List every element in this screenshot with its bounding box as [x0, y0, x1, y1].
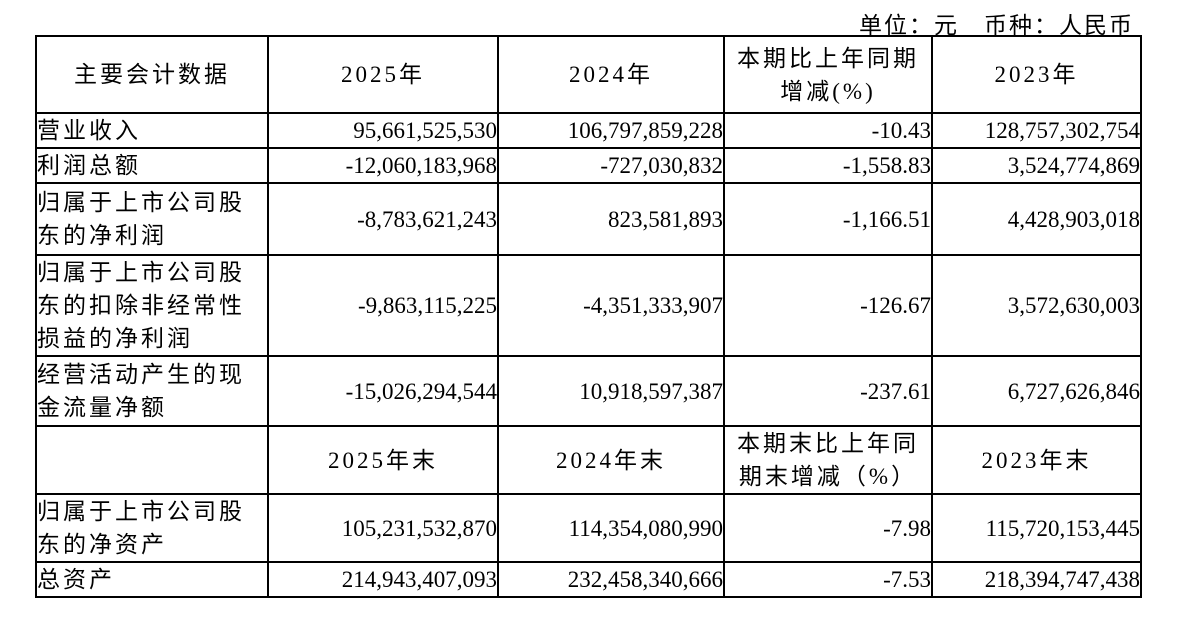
cell-end-2024-value: 232,458,340,666 — [497, 561, 725, 598]
header-yoy-change-pct: 本期比上年同期 增减(%) — [723, 35, 933, 114]
header-end-change-pct: 本期末比上年同 期末增减（%） — [723, 425, 933, 495]
header-year-2024: 2024年 — [497, 35, 725, 114]
cell-end-2023-value: 115,720,153,445 — [931, 493, 1142, 563]
row-label: 总资产 — [35, 561, 269, 598]
cell-2025-value: -15,026,294,544 — [267, 355, 499, 427]
row-label: 归属于上市公司股 东的净利润 — [35, 182, 269, 256]
cell-end-2025-value: 214,943,407,093 — [267, 561, 499, 598]
cell-2023-value: 128,757,302,754 — [931, 112, 1142, 149]
row-total-profit: 利润总额 -12,060,183,968 -727,030,832 -1,558… — [35, 147, 1142, 184]
key-accounting-data-table: 主要会计数据 2025年 2024年 本期比上年同期 增减(%) 2023年 营… — [35, 35, 1142, 598]
cell-2024-value: 10,918,597,387 — [497, 355, 725, 427]
cell-end-2024-value: 114,354,080,990 — [497, 493, 725, 563]
cell-2025-value: -8,783,621,243 — [267, 182, 499, 256]
cell-2024-value: -4,351,333,907 — [497, 254, 725, 357]
header-year-2025: 2025年 — [267, 35, 499, 114]
cell-change-pct: -1,166.51 — [723, 182, 933, 256]
row-operating-revenue: 营业收入 95,661,525,530 106,797,859,228 -10.… — [35, 112, 1142, 149]
cell-2023-value: 3,572,630,003 — [931, 254, 1142, 357]
cell-end-2023-value: 218,394,747,438 — [931, 561, 1142, 598]
cell-2025-value: 95,661,525,530 — [267, 112, 499, 149]
cell-2023-value: 4,428,903,018 — [931, 182, 1142, 256]
row-label: 经营活动产生的现 金流量净额 — [35, 355, 269, 427]
annual-header-row: 主要会计数据 2025年 2024年 本期比上年同期 增减(%) 2023年 — [35, 35, 1142, 114]
header-end-2025: 2025年末 — [267, 425, 499, 495]
header-year-2023: 2023年 — [931, 35, 1142, 114]
row-label: 营业收入 — [35, 112, 269, 149]
row-label: 归属于上市公司股 东的扣除非经常性 损益的净利润 — [35, 254, 269, 357]
cell-2025-value: -9,863,115,225 — [267, 254, 499, 357]
cell-2024-value: 823,581,893 — [497, 182, 725, 256]
cell-2023-value: 6,727,626,846 — [931, 355, 1142, 427]
cell-change-pct: -1,558.83 — [723, 147, 933, 184]
cell-change-pct: -126.67 — [723, 254, 933, 357]
cell-2024-value: 106,797,859,228 — [497, 112, 725, 149]
cell-change-pct: -7.98 — [723, 493, 933, 563]
cell-change-pct: -7.53 — [723, 561, 933, 598]
unit-currency-label: 单位：元 币种：人民币 — [859, 13, 1134, 38]
period-end-header-row: 2025年末 2024年末 本期末比上年同 期末增减（%） 2023年末 — [35, 425, 1142, 495]
header-blank — [35, 425, 269, 495]
row-net-profit-excl-nonrecurring: 归属于上市公司股 东的扣除非经常性 损益的净利润 -9,863,115,225 … — [35, 254, 1142, 357]
row-label: 归属于上市公司股 东的净资产 — [35, 493, 269, 563]
row-label: 利润总额 — [35, 147, 269, 184]
header-main-accounting-data: 主要会计数据 — [35, 35, 269, 114]
cell-2025-value: -12,060,183,968 — [267, 147, 499, 184]
cell-end-2025-value: 105,231,532,870 — [267, 493, 499, 563]
header-end-2024: 2024年末 — [497, 425, 725, 495]
row-total-assets: 总资产 214,943,407,093 232,458,340,666 -7.5… — [35, 561, 1142, 598]
row-net-assets-attributable: 归属于上市公司股 东的净资产 105,231,532,870 114,354,0… — [35, 493, 1142, 563]
cell-change-pct: -237.61 — [723, 355, 933, 427]
cell-2024-value: -727,030,832 — [497, 147, 725, 184]
row-net-profit-attributable: 归属于上市公司股 东的净利润 -8,783,621,243 823,581,89… — [35, 182, 1142, 256]
header-end-2023: 2023年末 — [931, 425, 1142, 495]
cell-change-pct: -10.43 — [723, 112, 933, 149]
cell-2023-value: 3,524,774,869 — [931, 147, 1142, 184]
row-operating-cash-flow: 经营活动产生的现 金流量净额 -15,026,294,544 10,918,59… — [35, 355, 1142, 427]
